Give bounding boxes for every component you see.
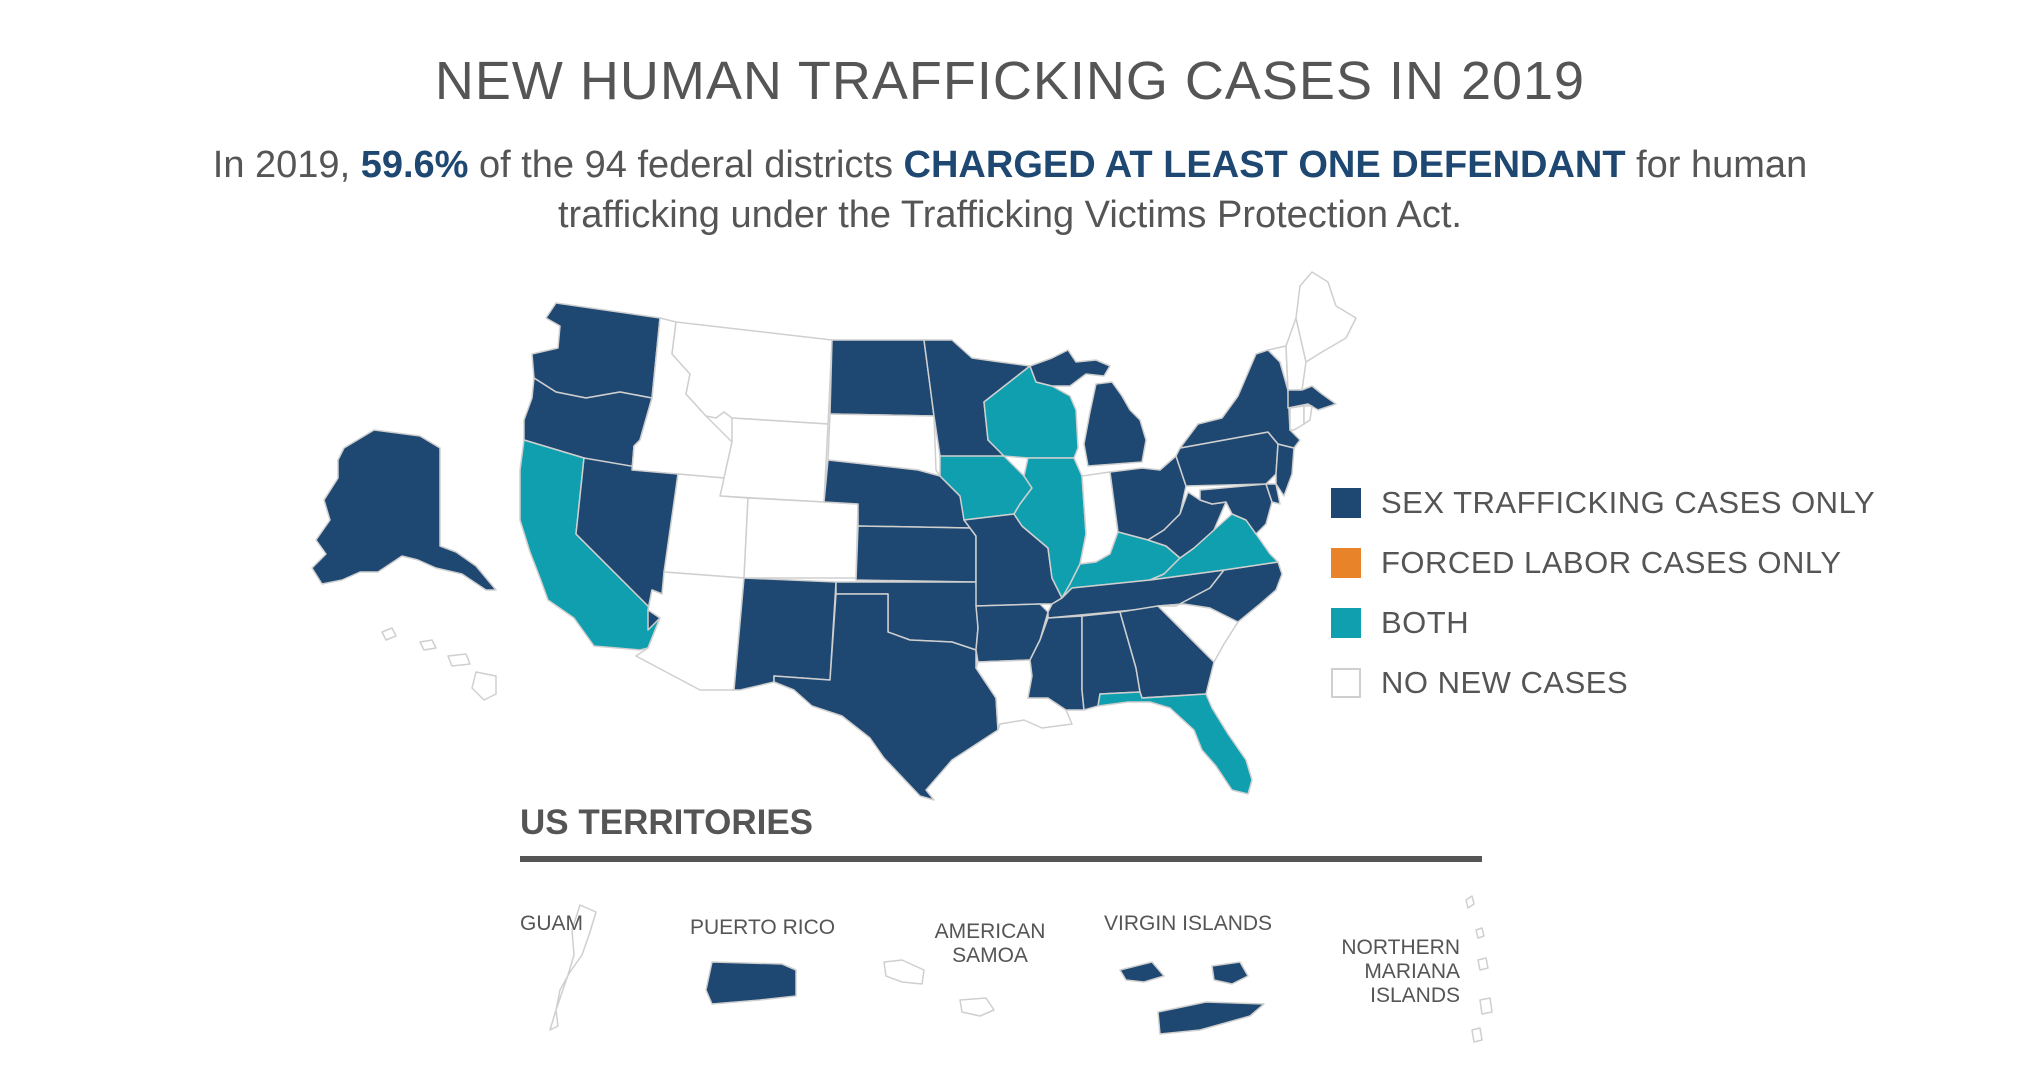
state-RI: [1303, 405, 1313, 425]
legend-item-forced-labor: FORCED LABOR CASES ONLY: [1331, 545, 1842, 581]
legend-swatch: [1331, 608, 1361, 638]
legend-swatch: [1331, 668, 1361, 698]
state-FL: [1097, 691, 1253, 795]
territory-label-american-samoa: AMERICAN SAMOA: [934, 920, 1046, 967]
territories-divider: [520, 856, 1482, 862]
territory-guam: [549, 904, 597, 1031]
territory-label-guam: GUAM: [520, 912, 583, 935]
state-DE: [1265, 483, 1281, 505]
legend-swatch: [1331, 488, 1361, 518]
state-MT: [671, 321, 833, 425]
state-WA: [531, 302, 661, 399]
territories-title: US TERRITORIES: [520, 803, 814, 842]
legend-label: NO NEW CASES: [1381, 665, 1629, 700]
legend-item-no-new-cases: NO NEW CASES: [1331, 665, 1628, 701]
state-ND: [829, 339, 935, 417]
subtitle-text-3: for human trafficking under the Traffick…: [558, 144, 1808, 236]
territory-northern-mariana-4: [1479, 997, 1493, 1015]
state-MIU: [1029, 349, 1111, 387]
territory-virgin-islands-2: [1211, 961, 1249, 985]
legend-swatch: [1331, 548, 1361, 578]
territory-virgin-islands-1: [1119, 961, 1165, 983]
territory-label-northern-mariana-islands: NORTHERN MARIANA ISLANDS: [1341, 936, 1460, 1007]
legend-label: BOTH: [1381, 605, 1470, 640]
territory-northern-mariana-2: [1475, 927, 1485, 939]
territory-label-puerto-rico: PUERTO RICO: [690, 916, 836, 939]
territory-american-samoa-1: [883, 959, 925, 985]
territory-label-virgin-islands: VIRGIN ISLANDS: [1104, 912, 1273, 935]
territory-northern-mariana-3: [1477, 957, 1489, 971]
state-HI-2: [419, 639, 437, 651]
state-WY: [719, 417, 829, 503]
subtitle-emphasis: CHARGED AT LEAST ONE DEFENDANT: [903, 144, 1626, 186]
subtitle: In 2019, 59.6% of the 94 federal distric…: [160, 140, 1860, 240]
legend-item-sex-trafficking: SEX TRAFFICKING CASES ONLY: [1331, 485, 1875, 521]
legend-label: SEX TRAFFICKING CASES ONLY: [1381, 485, 1876, 520]
legend-item-both: BOTH: [1331, 605, 1469, 641]
state-TX: [773, 593, 999, 801]
territory-puerto-rico: [705, 961, 797, 1005]
page-title: NEW HUMAN TRAFFICKING CASES IN 2019: [434, 51, 1586, 111]
subtitle-text-2: of the 94 federal districts: [468, 144, 904, 186]
state-AK: [311, 429, 497, 591]
state-ME: [1295, 271, 1357, 363]
territory-northern-mariana-1: [1465, 895, 1475, 909]
state-NH: [1285, 317, 1307, 391]
territory-northern-mariana-5: [1471, 1027, 1483, 1043]
legend-label: FORCED LABOR CASES ONLY: [1381, 545, 1842, 580]
state-NC: [1157, 561, 1283, 623]
state-HI-1: [381, 627, 397, 641]
state-HI-3: [447, 653, 471, 667]
subtitle-percentage: 59.6%: [360, 144, 469, 186]
state-NM: [733, 577, 837, 691]
state-CO: [743, 497, 859, 579]
state-KS: [855, 525, 977, 583]
state-MI: [1083, 381, 1147, 467]
state-NJ: [1275, 443, 1295, 497]
state-HI-4: [471, 671, 497, 701]
territory-virgin-islands-3: [1157, 1001, 1265, 1035]
territory-american-samoa-2: [959, 997, 995, 1017]
subtitle-text-1: In 2019,: [212, 144, 361, 186]
state-CT: [1289, 405, 1305, 431]
